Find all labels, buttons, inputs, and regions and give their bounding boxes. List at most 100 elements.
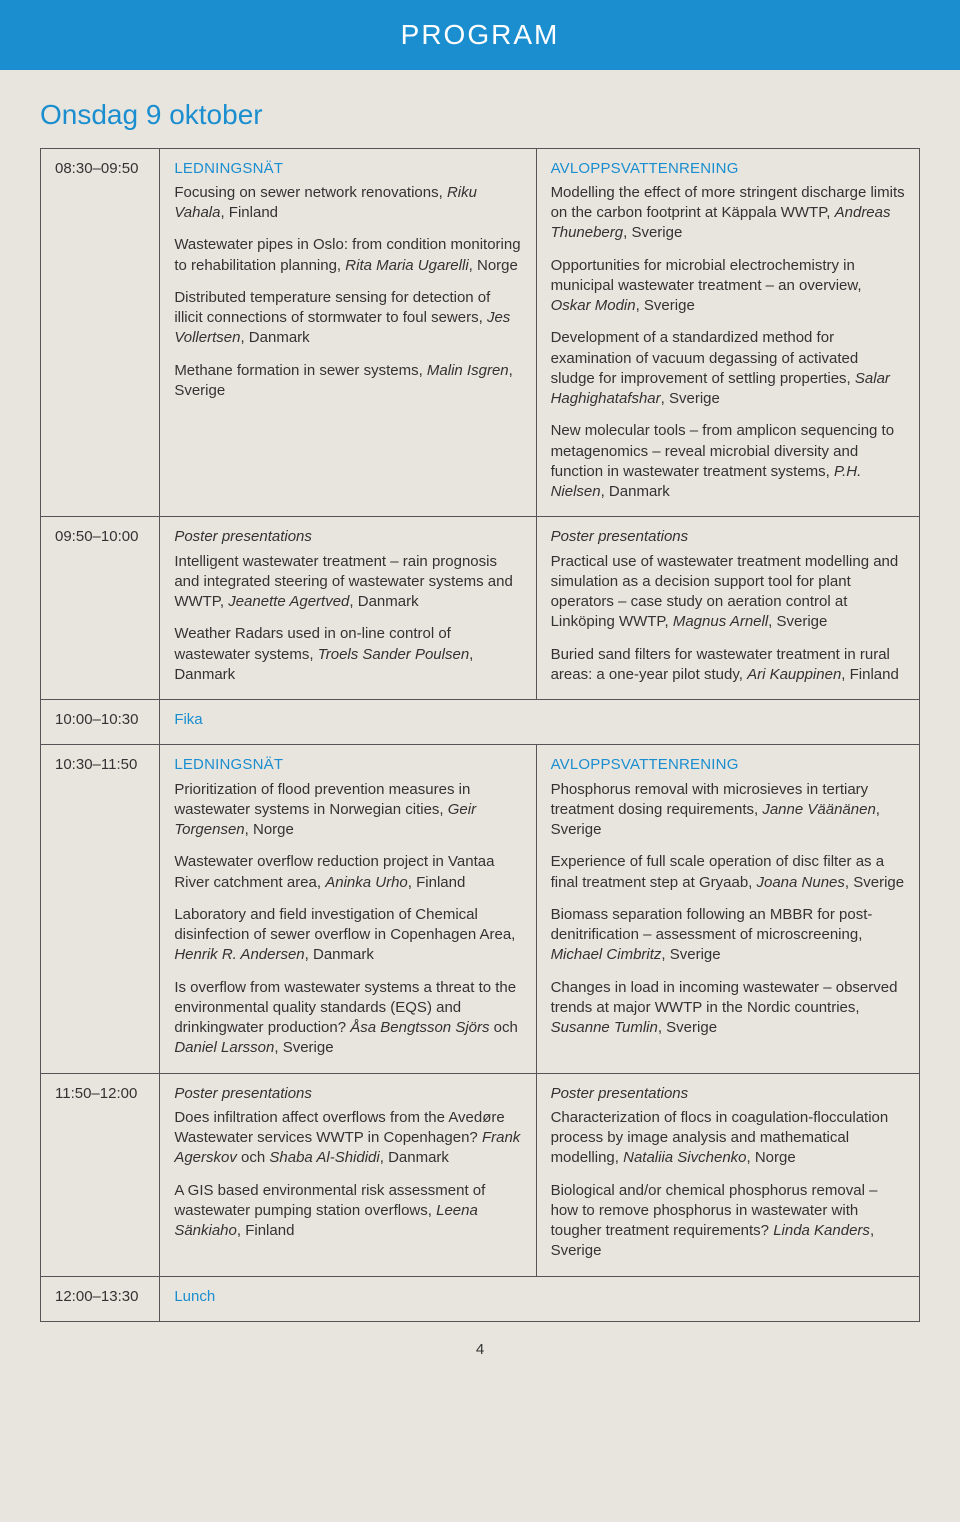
item-author: Jeanette Agertved	[228, 593, 349, 610]
program-cell: Poster presentations Intelligent wastewat…	[160, 517, 536, 700]
program-item: Phosphorus removal with microsieves in t…	[551, 780, 905, 841]
item-author: Rita Maria Ugarelli	[345, 257, 468, 274]
item-country: , Sverige	[661, 390, 720, 407]
program-cell: LEDNINGSNÄT Prioritization of flood preve…	[160, 745, 536, 1073]
item-country: , Norge	[245, 821, 294, 838]
program-cell: AVLOPPSVATTENRENING Modelling the effect …	[536, 148, 919, 517]
item-country: , Sverige	[636, 297, 695, 314]
poster-title: Poster presentations	[551, 1084, 905, 1104]
program-cell: Poster presentationsCharacterization of …	[536, 1073, 919, 1276]
time-cell: 09:50–10:00	[41, 517, 160, 700]
table-row: 09:50–10:00 Poster presentations Intellige…	[41, 517, 920, 700]
break-cell: Lunch	[160, 1276, 920, 1321]
item-text: Prioritization of flood prevention measu…	[174, 781, 470, 818]
item-author: Daniel Larsson	[174, 1039, 274, 1056]
item-country: , Sverige	[768, 613, 827, 630]
table-row: 08:30–09:50 LEDNINGSNÄT Focusing on sewer …	[41, 148, 920, 517]
item-country: , Danmark	[349, 593, 418, 610]
program-cell: AVLOPPSVATTENRENING Phosphorus removal wi…	[536, 745, 919, 1073]
program-item: Practical use of wastewater treatment mo…	[551, 552, 905, 633]
item-author: Malin Isgren	[427, 362, 509, 379]
program-item: Does infiltration affect overflows from …	[174, 1108, 521, 1169]
program-item: Wastewater pipes in Oslo: from condition…	[174, 235, 521, 276]
time-cell: 08:30–09:50	[41, 148, 160, 517]
item-country: , Danmark	[305, 946, 374, 963]
item-author: Linda Kanders	[773, 1222, 870, 1239]
item-author: Oskar Modin	[551, 297, 636, 314]
item-author: Åsa Bengtsson Sjörs	[350, 1019, 489, 1036]
item-country: , Sverige	[658, 1019, 717, 1036]
program-item: Laboratory and field investigation of Ch…	[174, 905, 521, 966]
time-cell: 11:50–12:00	[41, 1073, 160, 1276]
item-country: , Finland	[408, 874, 466, 891]
program-item: Modelling the effect of more stringent d…	[551, 183, 905, 244]
item-text: Changes in load in incoming wastewater –…	[551, 979, 898, 1016]
program-item: Biological and/or chemical phosphorus re…	[551, 1181, 905, 1262]
break-label: Fika	[174, 711, 202, 728]
item-author: Henrik R. Andersen	[174, 946, 304, 963]
program-item: Opportunities for microbial electrochemi…	[551, 256, 905, 317]
item-text: Development of a standardized method for…	[551, 329, 859, 387]
item-country: , Finland	[237, 1222, 295, 1239]
program-item: Distributed temperature sensing for dete…	[174, 288, 521, 349]
item-author: Ari Kauppinen	[747, 666, 841, 683]
item-country: , Sverige	[274, 1039, 333, 1056]
item-country: , Finland	[220, 204, 278, 221]
track-title: LEDNINGSNÄT	[174, 755, 521, 775]
item-author: Aninka Urho	[325, 874, 408, 891]
program-table: 08:30–09:50 LEDNINGSNÄT Focusing on sewer …	[40, 148, 920, 1322]
program-cell: LEDNINGSNÄT Focusing on sewer network ren…	[160, 148, 536, 517]
item-text: Biomass separation following an MBBR for…	[551, 906, 873, 943]
program-item: Development of a standardized method for…	[551, 328, 905, 409]
item-text: Distributed temperature sensing for dete…	[174, 289, 490, 326]
program-item: Experience of full scale operation of di…	[551, 852, 905, 893]
program-item: Focusing on sewer network renovations, R…	[174, 183, 521, 224]
item-country: , Norge	[469, 257, 518, 274]
track-title: LEDNINGSNÄT	[174, 159, 521, 179]
time-cell: 10:30–11:50	[41, 745, 160, 1073]
program-item: Methane formation in sewer systems, Mali…	[174, 361, 521, 402]
poster-title: Poster presentations	[174, 1084, 521, 1104]
program-item: Prioritization of flood prevention measu…	[174, 780, 521, 841]
program-item: Intelligent wastewater treatment – rain …	[174, 552, 521, 613]
program-item: Buried sand filters for wastewater treat…	[551, 645, 905, 686]
page-number: 4	[0, 1322, 960, 1388]
item-author: Nataliia Sivchenko	[623, 1149, 746, 1166]
program-item: Wastewater overflow reduction project in…	[174, 852, 521, 893]
table-row: 10:30–11:50 LEDNINGSNÄT Prioritization of …	[41, 745, 920, 1073]
item-country: , Finland	[841, 666, 899, 683]
item-author: Joana Nunes	[757, 874, 845, 891]
item-text: Does infiltration affect overflows from …	[174, 1109, 504, 1146]
break-cell: Fika	[160, 700, 920, 745]
item-country: , Sverige	[845, 874, 904, 891]
poster-title: Poster presentations	[551, 527, 905, 547]
table-row: 12:00–13:30Lunch	[41, 1276, 920, 1321]
item-author: Michael Cimbritz	[551, 946, 662, 963]
track-title: AVLOPPSVATTENRENING	[551, 755, 905, 775]
time-cell: 10:00–10:30	[41, 700, 160, 745]
table-row: 10:00–10:30 Fika	[41, 700, 920, 745]
item-country: , Danmark	[380, 1149, 449, 1166]
item-country: , Sverige	[623, 224, 682, 241]
item-country: , Sverige	[661, 946, 720, 963]
item-author: Troels Sander Poulsen	[318, 646, 469, 663]
item-author: Magnus Arnell	[673, 613, 768, 630]
program-item: A GIS based environmental risk assessmen…	[174, 1181, 521, 1242]
program-item: New molecular tools – from amplicon sequ…	[551, 421, 905, 502]
program-item: Biomass separation following an MBBR for…	[551, 905, 905, 966]
day-title: Onsdag 9 oktober	[0, 70, 960, 148]
program-cell: Poster presentations Practical use of was…	[536, 517, 919, 700]
page-header: PROGRAM	[0, 0, 960, 70]
page-header-title: PROGRAM	[401, 19, 560, 50]
item-author: Shaba Al-Shididi	[269, 1149, 379, 1166]
item-country: , Norge	[747, 1149, 796, 1166]
program-item: Is overflow from wastewater systems a th…	[174, 978, 521, 1059]
program-cell: Poster presentations Does infiltration af…	[160, 1073, 536, 1276]
poster-title: Poster presentations	[174, 527, 521, 547]
item-text: Opportunities for microbial electrochemi…	[551, 257, 862, 294]
item-conj: och	[490, 1019, 518, 1036]
track-title: AVLOPPSVATTENRENING	[551, 159, 905, 179]
item-text: Methane formation in sewer systems,	[174, 362, 427, 379]
program-item: Changes in load in incoming wastewater –…	[551, 978, 905, 1039]
break-label: Lunch	[174, 1288, 215, 1305]
